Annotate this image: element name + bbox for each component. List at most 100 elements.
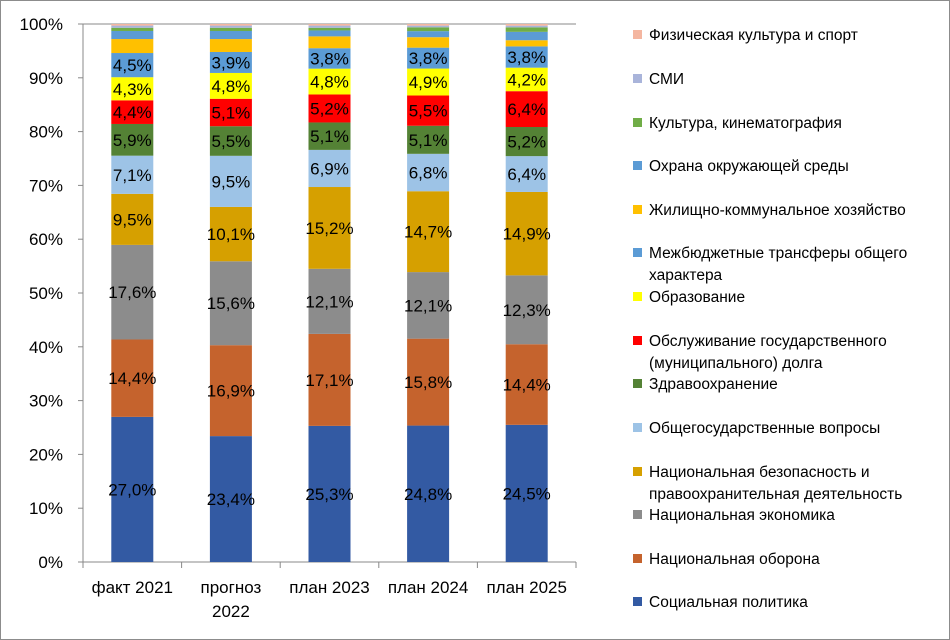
legend-marker <box>633 248 642 257</box>
legend-marker <box>633 30 642 39</box>
bar-segment <box>505 31 548 41</box>
x-tick-label: план 2024 <box>388 578 469 597</box>
bar-segment <box>505 191 548 276</box>
bar-segment <box>407 425 450 562</box>
data-label: 4,2% <box>507 70 546 89</box>
bar-segment <box>111 53 154 78</box>
legend-marker <box>633 205 642 214</box>
legend-label: Обслуживание государственного <box>649 333 887 350</box>
legend-label: Образование <box>649 289 745 306</box>
bar-segment <box>407 191 450 273</box>
bar-segment <box>209 436 252 562</box>
y-tick-label: 40% <box>29 338 63 357</box>
bar-segment <box>505 25 548 28</box>
bar-segment <box>308 24 351 26</box>
bar-segment <box>505 40 548 47</box>
bar-segment <box>209 261 252 346</box>
bar-segment <box>505 91 548 128</box>
data-label: 4,9% <box>409 73 448 92</box>
data-label: 17,6% <box>108 283 156 302</box>
legend-label: Охрана окружающей среды <box>649 158 849 175</box>
legend-marker <box>633 292 642 301</box>
bar-segment <box>407 31 450 38</box>
data-label: 7,1% <box>113 166 152 185</box>
bar-segment <box>308 94 351 123</box>
data-label: 5,1% <box>409 131 448 150</box>
data-label: 10,1% <box>207 225 255 244</box>
data-label: 24,5% <box>503 484 551 503</box>
legend-label: Национальная экономика <box>649 507 835 524</box>
legend-label: (муниципального) долга <box>649 355 823 372</box>
bar-segment <box>209 25 252 28</box>
bar-segment <box>111 77 154 101</box>
legend-marker <box>633 161 642 170</box>
bar-segment <box>407 47 450 69</box>
bar-segment <box>209 24 252 26</box>
x-tick-label: 2022 <box>212 602 250 621</box>
legend-label: Национальная оборона <box>649 551 820 568</box>
data-label: 3,8% <box>310 49 349 68</box>
bar-segment <box>505 46 548 68</box>
data-label: 14,9% <box>503 225 551 244</box>
bar-segment <box>111 339 154 417</box>
data-label: 4,8% <box>212 77 251 96</box>
bar-segment <box>111 155 154 194</box>
legend-label: Культура, кинематография <box>649 115 842 132</box>
data-label: 15,8% <box>404 373 452 392</box>
data-label: 4,8% <box>310 73 349 92</box>
bar-segment <box>209 155 252 207</box>
y-tick-label: 30% <box>29 392 63 411</box>
data-label: 14,4% <box>503 376 551 395</box>
data-label: 5,5% <box>212 132 251 151</box>
bar-segment <box>209 98 252 127</box>
data-label: 3,8% <box>409 49 448 68</box>
legend-label: правоохранительная деятельность <box>649 486 902 503</box>
bar-segment <box>209 126 252 156</box>
legend-marker <box>633 510 642 519</box>
bar-segment <box>505 67 548 92</box>
bar-segment <box>111 27 154 31</box>
bar-segment <box>209 27 252 31</box>
data-label: 4,5% <box>113 56 152 75</box>
data-label: 12,1% <box>305 292 353 311</box>
bar-segment <box>407 125 450 154</box>
x-tick-label: прогноз <box>201 578 262 597</box>
legend-marker <box>633 467 642 476</box>
bar-segment <box>308 25 351 28</box>
y-tick-label: 0% <box>38 553 63 572</box>
data-label: 6,9% <box>310 159 349 178</box>
bar-segment <box>308 149 351 188</box>
data-label: 5,9% <box>113 131 152 150</box>
data-label: 5,5% <box>409 102 448 121</box>
y-tick-label: 80% <box>29 123 63 142</box>
legend-label: Национальная безопасность и <box>649 464 870 481</box>
bar-segment <box>209 206 252 262</box>
y-tick-label: 90% <box>29 69 63 88</box>
bar-segment <box>209 345 252 437</box>
data-label: 14,7% <box>404 223 452 242</box>
data-label: 4,3% <box>113 80 152 99</box>
bar-segment <box>308 48 351 69</box>
bar-segment <box>505 127 548 157</box>
x-tick-label: план 2023 <box>289 578 370 597</box>
legend-label: Общегосударственные вопросы <box>649 420 880 437</box>
data-label: 6,4% <box>507 165 546 184</box>
bar-segment <box>407 25 450 28</box>
data-label: 6,4% <box>507 100 546 119</box>
bar-segment <box>505 156 548 192</box>
data-label: 12,3% <box>503 301 551 320</box>
legend-label: Межбюджетные трансферы общего <box>649 245 907 262</box>
bar-segment <box>308 30 351 37</box>
bar-segment <box>505 344 548 425</box>
bar-segment <box>308 425 351 562</box>
data-label: 15,6% <box>207 294 255 313</box>
legend-marker <box>633 423 642 432</box>
bar-segment <box>505 24 548 26</box>
bar-segment <box>308 27 351 31</box>
data-label: 5,1% <box>212 104 251 123</box>
bar-segment <box>407 24 450 26</box>
data-label: 14,4% <box>108 369 156 388</box>
bar-segment <box>209 30 252 40</box>
